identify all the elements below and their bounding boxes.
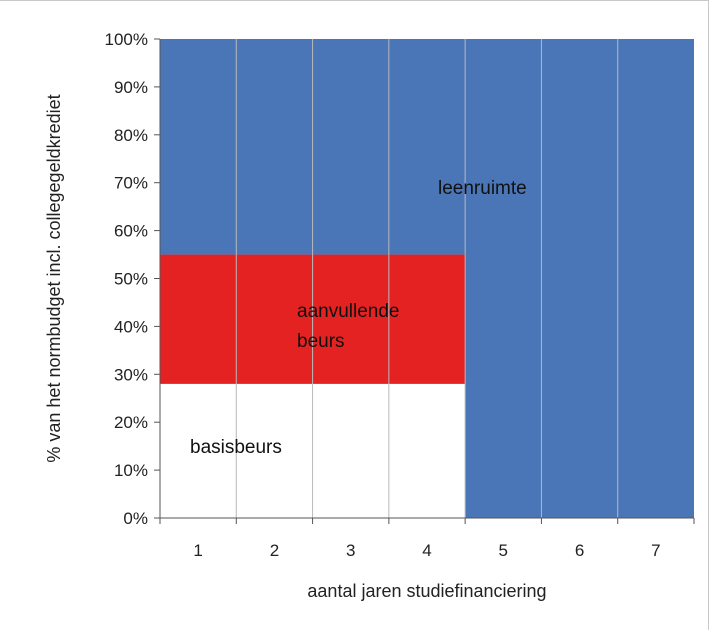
region-label-basisbeurs: basisbeurs xyxy=(190,437,282,458)
x-tick-label: 7 xyxy=(651,541,660,560)
x-tick-label: 3 xyxy=(346,541,355,560)
x-tick-label: 5 xyxy=(499,541,508,560)
y-tick-label: 10% xyxy=(114,461,148,480)
y-tick-label: 20% xyxy=(114,413,148,432)
y-tick-label: 60% xyxy=(114,222,148,241)
y-axis-title: % van het normbudget incl. collegegeldkr… xyxy=(44,94,64,462)
x-tick-label: 2 xyxy=(270,541,279,560)
region-label-leenruimte: leenruimte xyxy=(438,178,527,199)
y-tick-label: 90% xyxy=(114,78,148,97)
x-tick-label: 4 xyxy=(422,541,431,560)
y-tick-label: 70% xyxy=(114,174,148,193)
x-tick-label: 6 xyxy=(575,541,584,560)
x-tick-label: 1 xyxy=(193,541,202,560)
region-leenruimte-extended xyxy=(465,39,694,518)
region-label-aanvullende-beurs: beurs xyxy=(297,331,345,352)
y-tick-label: 50% xyxy=(114,270,148,289)
y-tick-label: 100% xyxy=(105,30,148,49)
y-tick-label: 30% xyxy=(114,365,148,384)
x-axis-title: aantal jaren studiefinanciering xyxy=(307,581,546,601)
y-tick-label: 0% xyxy=(123,509,148,528)
y-tick-label: 40% xyxy=(114,317,148,336)
y-tick-label: 80% xyxy=(114,126,148,145)
region-label-aanvullende-beurs: aanvullende xyxy=(297,301,399,322)
